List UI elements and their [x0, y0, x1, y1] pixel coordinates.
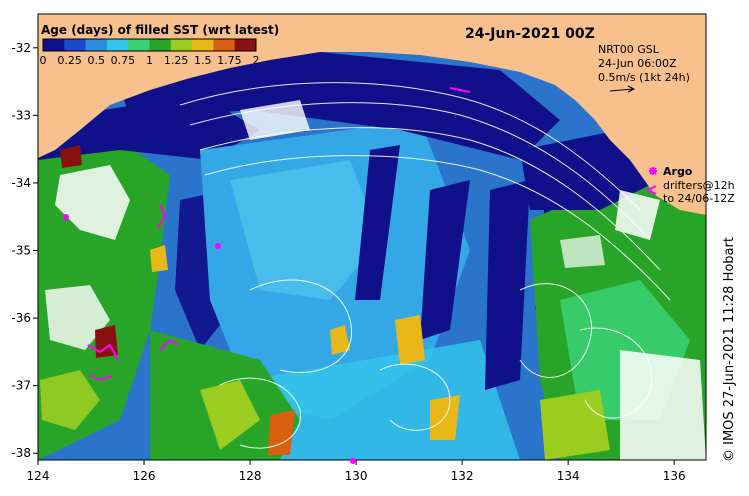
legend-tick-label: 2: [253, 54, 260, 67]
current-scale-arrow: [609, 88, 634, 92]
x-tick-label: 124: [27, 469, 50, 483]
current-info-line2: 24-Jun 06:00Z: [598, 57, 677, 70]
legend-tick-labels: 0 0.25 0.5 0.75 1 1.25 1.5 1.75 2: [40, 54, 260, 67]
legend-title: Age (days) of filled SST (wrt latest): [41, 23, 279, 37]
argo-float-icon: [350, 458, 356, 464]
legend-swatch: [43, 39, 65, 51]
drifter-arrow-icon: [645, 185, 657, 195]
legend-tick-label: 1.5: [194, 54, 212, 67]
legend-swatch: [234, 39, 257, 51]
legend-swatch: [170, 39, 193, 51]
argo-legend: Argo drifters@12h to 24/06-12Z: [645, 165, 735, 205]
argo-float-icon: [63, 214, 69, 220]
drifters-line2: to 24/06-12Z: [663, 192, 735, 205]
y-tick-label: -34: [11, 176, 31, 190]
x-axis: 124 126 128 130 132 134 136: [27, 460, 686, 483]
argo-label: Argo: [663, 165, 693, 178]
y-tick-label: -33: [11, 108, 31, 122]
sst-age-regions: [38, 50, 706, 460]
argo-markers: [63, 214, 356, 464]
map-frame: [37, 13, 707, 461]
x-tick-label: 132: [451, 469, 474, 483]
legend-tick-label: 1.75: [217, 54, 242, 67]
current-streamlines: [179, 82, 671, 449]
legend-tick-label: 1: [146, 54, 153, 67]
arrowhead-icon: [627, 85, 636, 93]
x-tick-label: 136: [663, 469, 686, 483]
map-title: 24-Jun-2021 00Z: [465, 26, 595, 42]
legend-tick-label: 0.25: [57, 54, 82, 67]
legend-swatch: [85, 39, 108, 51]
legend-colorbar: [42, 38, 257, 52]
y-tick-label: -36: [11, 311, 31, 325]
drifter-tracks: [87, 87, 471, 382]
drifters-line1: drifters@12h: [663, 179, 735, 192]
land-mass: [38, 14, 706, 215]
y-tick-label: -35: [11, 244, 31, 258]
y-axis: -32 -33 -34 -35 -36 -37 -38: [11, 41, 38, 460]
legend-tick-label: 0: [40, 54, 47, 67]
current-info-line1: NRT00 GSL: [598, 43, 660, 56]
x-tick-label: 126: [133, 469, 156, 483]
x-tick-label: 134: [557, 469, 580, 483]
legend-tick-label: 0.75: [111, 54, 136, 67]
argo-star-icon: [649, 167, 657, 175]
map-plot-area: [38, 14, 706, 460]
y-tick-label: -38: [11, 446, 31, 460]
x-tick-label: 130: [345, 469, 368, 483]
legend-border: [42, 38, 257, 52]
y-tick-label: -37: [11, 379, 31, 393]
credit-label: © IMOS 27-Jun-2021 11:28 Hobart: [722, 237, 737, 462]
legend-swatch: [64, 39, 87, 51]
legend-swatch: [213, 39, 236, 51]
legend-swatch: [128, 39, 150, 51]
legend-swatch: [149, 39, 172, 51]
current-scale-info: NRT00 GSL 24-Jun 06:00Z 0.5m/s (1kt 24h): [598, 43, 690, 93]
legend-tick-label: 1.25: [164, 54, 189, 67]
x-tick-label: 128: [239, 469, 262, 483]
legend-swatch: [192, 39, 214, 51]
legend-swatch: [106, 39, 129, 51]
argo-float-icon: [215, 243, 221, 249]
legend-tick-label: 0.5: [88, 54, 106, 67]
y-tick-label: -32: [11, 41, 31, 55]
current-info-line3: 0.5m/s (1kt 24h): [598, 71, 690, 84]
